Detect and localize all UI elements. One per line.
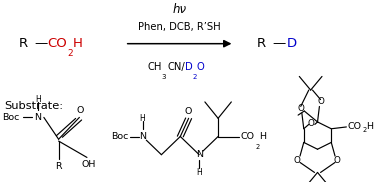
Text: O: O — [308, 119, 315, 128]
Text: N: N — [34, 113, 41, 122]
Text: H: H — [366, 122, 373, 130]
Text: CO: CO — [47, 37, 67, 50]
Text: —: — — [34, 37, 47, 50]
Text: CO: CO — [347, 122, 361, 130]
Text: O: O — [197, 62, 204, 72]
Text: D: D — [287, 37, 297, 50]
Text: O: O — [185, 106, 192, 116]
Text: R: R — [55, 162, 62, 171]
Text: O: O — [317, 97, 324, 106]
Text: H: H — [35, 95, 41, 104]
Text: Substrate:: Substrate: — [4, 101, 63, 110]
Text: —: — — [272, 37, 285, 50]
Text: N: N — [196, 150, 203, 159]
Text: O: O — [297, 104, 304, 113]
Text: 2: 2 — [363, 127, 367, 133]
Text: H: H — [196, 168, 202, 177]
Text: H: H — [73, 37, 83, 50]
Text: O: O — [294, 156, 301, 165]
Text: 3: 3 — [162, 74, 166, 80]
Text: 2: 2 — [192, 74, 197, 80]
Text: D: D — [185, 62, 193, 72]
Text: H: H — [139, 114, 146, 123]
Text: CH: CH — [147, 62, 162, 72]
Text: O: O — [76, 106, 84, 115]
Text: Phen, DCB, R’SH: Phen, DCB, R’SH — [138, 22, 221, 32]
Text: R: R — [19, 37, 28, 50]
Text: N: N — [139, 132, 146, 141]
Text: hν: hν — [172, 3, 187, 16]
Text: 2: 2 — [255, 144, 259, 149]
Text: CN/: CN/ — [167, 62, 185, 72]
Text: Boc: Boc — [2, 113, 19, 122]
Text: CO: CO — [240, 132, 254, 141]
Text: R: R — [257, 37, 266, 50]
Text: OH: OH — [82, 160, 96, 169]
Text: Boc: Boc — [112, 132, 129, 141]
Text: H: H — [259, 132, 266, 141]
Text: 2: 2 — [67, 49, 73, 58]
Text: O: O — [333, 156, 340, 165]
